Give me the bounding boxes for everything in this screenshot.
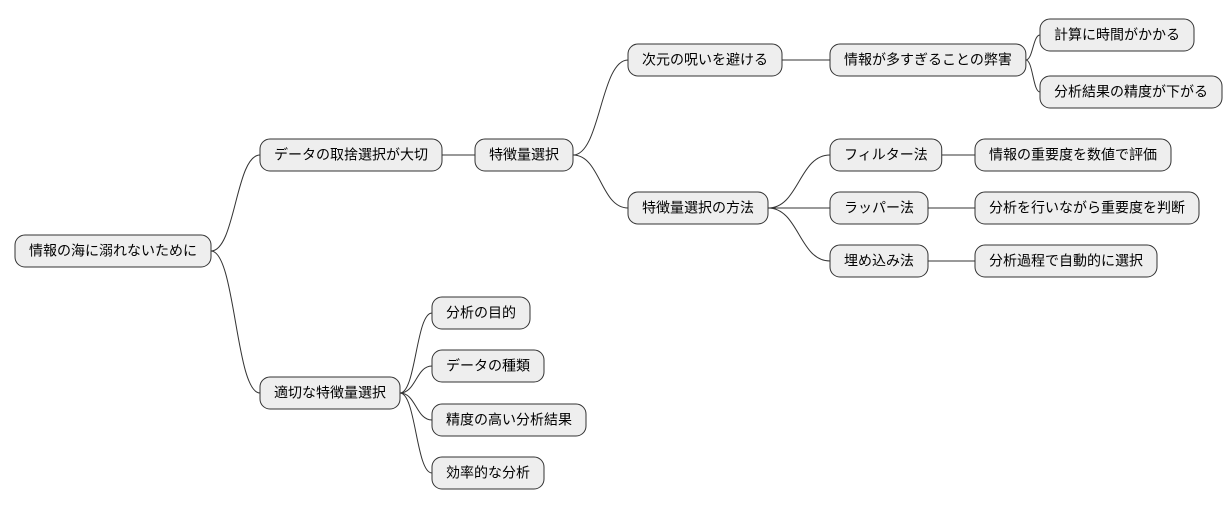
mindmap-node: ラッパー法: [830, 192, 928, 224]
node-label: 特徴量選択: [489, 147, 559, 163]
edge: [400, 366, 432, 393]
node-label: 分析を行いながら重要度を判断: [989, 200, 1185, 216]
mindmap-node: データの種類: [432, 350, 544, 382]
mindmap-node: 分析過程で自動的に選択: [975, 245, 1157, 277]
mindmap-node: 情報の重要度を数値で評価: [975, 139, 1171, 171]
node-label: 情報の重要度を数値で評価: [989, 147, 1157, 163]
mindmap-node: データの取捨選択が大切: [260, 139, 442, 171]
edge: [573, 155, 628, 208]
edge: [768, 155, 830, 208]
node-label: ラッパー法: [844, 200, 914, 216]
edge: [400, 393, 432, 420]
mindmap-node: 分析の目的: [432, 297, 530, 329]
node-label: 精度の高い分析結果: [446, 412, 572, 428]
node-label: 効率的な分析: [446, 465, 530, 481]
node-label: 埋め込み法: [844, 253, 914, 269]
edge: [400, 313, 432, 393]
mindmap-node: 特徴量選択の方法: [628, 192, 768, 224]
mindmap-svg: 情報の海に溺れないために データの取捨選択が大切適切な特徴量選択 特徴量選択 次元の呪…: [0, 0, 1230, 527]
node-label: 分析過程で自動的に選択: [989, 253, 1143, 269]
node-label: 計算に時間がかかる: [1054, 27, 1180, 43]
node-label: 分析の目的: [446, 305, 516, 321]
mindmap-node: 精度の高い分析結果: [432, 404, 586, 436]
edge: [573, 60, 628, 155]
node-label: 情報の海に溺れないために: [29, 243, 197, 259]
node-label: 適切な特徴量選択: [274, 385, 386, 401]
node-label: データの種類: [446, 358, 530, 374]
mindmap-node: フィルター法: [830, 139, 942, 171]
mindmap-node: 次元の呪いを避ける: [628, 44, 782, 76]
node-label: フィルター法: [844, 147, 928, 163]
edge: [400, 393, 432, 473]
mindmap-node: 情報が多すぎることの弊害: [830, 44, 1026, 76]
nodes-layer: 情報の海に溺れないために データの取捨選択が大切適切な特徴量選択 特徴量選択 次元の呪…: [15, 19, 1222, 489]
mindmap-node: 適切な特徴量選択: [260, 377, 400, 409]
mindmap-node: 分析を行いながら重要度を判断: [975, 192, 1199, 224]
node-label: 情報が多すぎることの弊害: [844, 52, 1012, 68]
edge: [211, 155, 260, 251]
edge: [211, 251, 260, 393]
mindmap-node: 特徴量選択: [475, 139, 573, 171]
mindmap-node: 効率的な分析: [432, 457, 544, 489]
mindmap-node: 分析結果の精度が下がる: [1040, 76, 1222, 108]
mindmap-node: 埋め込み法: [830, 245, 928, 277]
mindmap-node: 情報の海に溺れないために: [15, 235, 211, 267]
mindmap-node: 計算に時間がかかる: [1040, 19, 1194, 51]
node-label: 特徴量選択の方法: [642, 200, 754, 216]
node-label: 次元の呪いを避ける: [642, 52, 768, 68]
edge: [1026, 60, 1040, 92]
node-label: データの取捨選択が大切: [274, 147, 428, 163]
edge: [1026, 35, 1040, 60]
node-label: 分析結果の精度が下がる: [1054, 84, 1208, 100]
edge: [768, 208, 830, 261]
